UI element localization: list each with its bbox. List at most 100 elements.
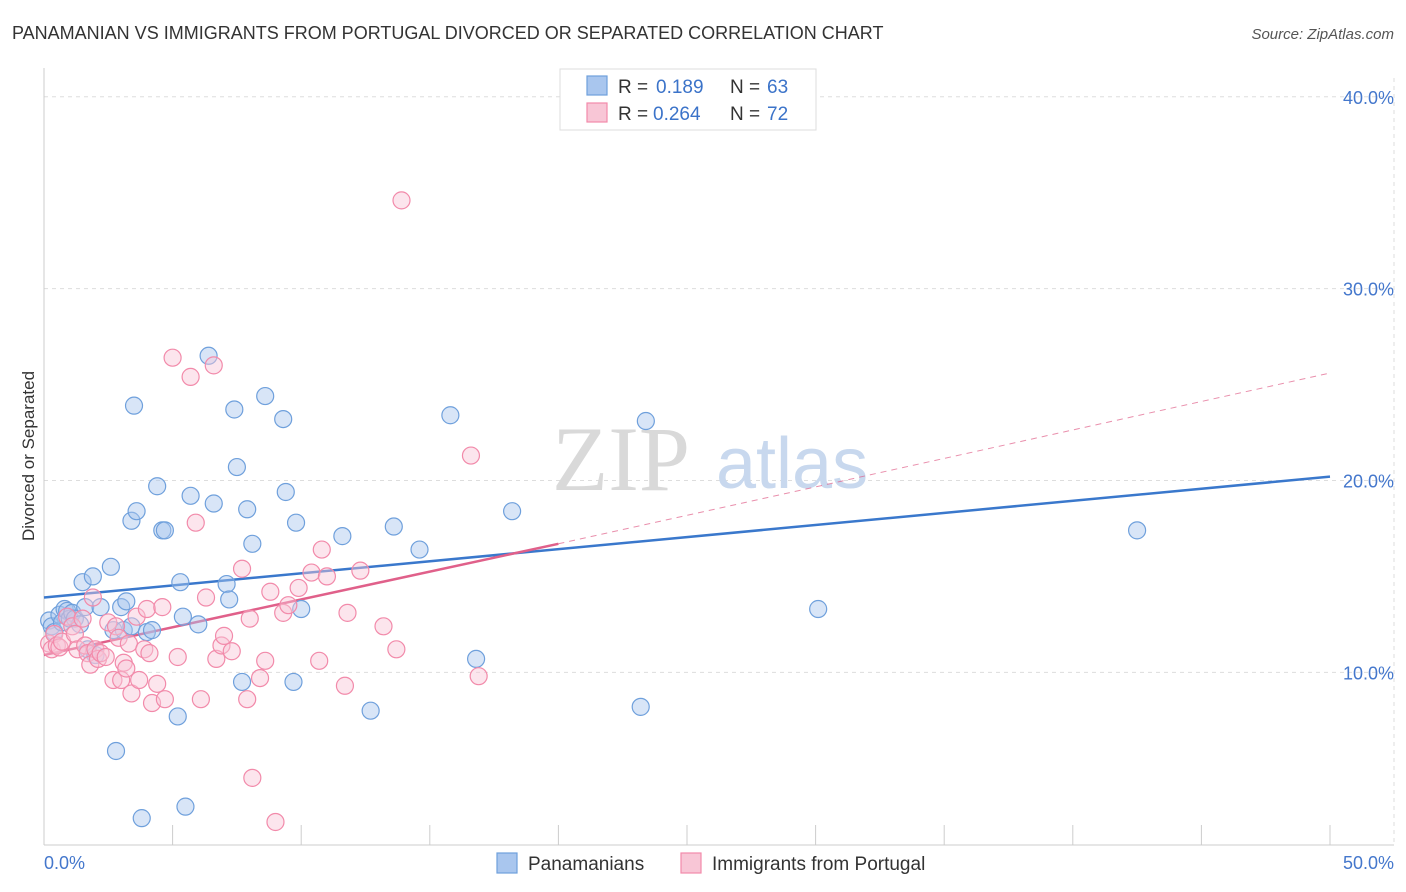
point-s1-54 [261, 582, 280, 601]
point-s1-8 [65, 624, 84, 644]
legend-r-label-1: R = [618, 77, 648, 98]
point-s0-35 [173, 607, 192, 626]
x-tick-label-max: 50.0% [1343, 853, 1394, 873]
point-s1-34 [148, 674, 167, 693]
point-s0-57 [410, 540, 429, 559]
point-s0-50 [276, 482, 295, 502]
point-s1-64 [338, 603, 357, 622]
point-s1-43 [204, 356, 223, 375]
point-s1-46 [214, 626, 234, 645]
point-s0-38 [189, 615, 208, 634]
point-s0-51 [284, 672, 303, 692]
trend-line-0 [43, 475, 1331, 599]
point-s1-6 [58, 607, 77, 626]
point-s0-63 [809, 599, 828, 619]
point-s0-44 [227, 457, 246, 477]
point-s0-25 [124, 396, 144, 415]
watermark: ZIP atlas [552, 408, 868, 510]
point-s1-39 [181, 367, 200, 386]
y-tick-label-3: 40.0% [1343, 88, 1394, 108]
legend-n-value-1: 63 [767, 77, 788, 98]
bottom-legend-swatch-panamanians [496, 852, 518, 874]
point-s1-36 [155, 690, 174, 709]
point-s0-36 [176, 797, 195, 816]
point-s1-49 [238, 690, 257, 709]
point-s0-22 [117, 592, 136, 611]
watermark-zip: ZIP [552, 408, 690, 510]
point-s1-38 [168, 647, 187, 667]
point-s0-59 [466, 649, 486, 669]
point-s1-57 [279, 596, 298, 615]
point-s0-55 [361, 701, 380, 720]
point-s0-54 [333, 527, 352, 546]
point-s0-60 [503, 502, 522, 521]
watermark-atlas: atlas [716, 424, 868, 504]
point-s0-20 [112, 598, 131, 617]
point-s1-22 [109, 628, 128, 647]
point-s0-47 [243, 534, 262, 553]
y-tick-label-1: 20.0% [1343, 471, 1394, 491]
point-s0-32 [155, 521, 174, 540]
point-s1-31 [137, 599, 156, 619]
point-s1-41 [191, 690, 210, 709]
point-s0-64 [1127, 521, 1147, 540]
point-s0-24 [122, 511, 141, 530]
y-tick-label-2: 30.0% [1343, 280, 1394, 300]
legend-r-value-2: 0.264 [653, 104, 701, 125]
point-s0-12 [76, 598, 95, 617]
point-s1-32 [140, 644, 159, 663]
point-s1-35 [153, 598, 172, 617]
chart-source: Source: ZipAtlas.com [1251, 26, 1394, 43]
point-s1-50 [240, 609, 259, 628]
point-s0-26 [127, 502, 146, 521]
legend-n-label-2: N = [730, 104, 760, 125]
point-s1-48 [232, 559, 252, 578]
point-s0-39 [199, 346, 218, 365]
legend-n-label-1: N = [730, 77, 760, 98]
point-s0-30 [148, 477, 167, 496]
point-s1-60 [310, 651, 329, 670]
point-s0-49 [274, 409, 293, 429]
point-s0-27 [132, 809, 151, 828]
point-s0-33 [168, 707, 187, 726]
point-s0-62 [636, 411, 655, 431]
point-s0-29 [142, 621, 162, 640]
point-s0-11 [73, 573, 92, 592]
point-s1-59 [302, 563, 321, 582]
point-s1-67 [387, 640, 406, 659]
point-s1-37 [163, 348, 182, 367]
point-s1-62 [317, 567, 337, 586]
point-s0-37 [181, 486, 200, 505]
point-s1-47 [222, 642, 241, 661]
point-s1-61 [312, 540, 331, 559]
point-s1-70 [469, 667, 488, 686]
y-tick-labels: 10.0% 20.0% 30.0% 40.0% [1343, 88, 1394, 684]
point-s1-69 [461, 446, 481, 465]
chart-title: PANAMANIAN VS IMMIGRANTS FROM PORTUGAL D… [12, 23, 883, 43]
y-tick-label-0: 10.0% [1343, 663, 1394, 683]
bottom-legend-label-portugal: Immigrants from Portugal [712, 854, 925, 875]
point-s1-18 [96, 647, 115, 667]
y-axis-label: Divorced or Separated [19, 371, 38, 541]
bottom-legend-swatch-portugal [680, 852, 702, 874]
point-s0-14 [83, 567, 102, 586]
point-s1-23 [112, 670, 131, 690]
axes [43, 68, 1394, 846]
point-s1-55 [266, 812, 285, 832]
point-s1-14 [83, 588, 102, 607]
point-s1-25 [117, 659, 136, 678]
point-s0-61 [631, 697, 650, 716]
point-s0-41 [217, 574, 236, 594]
point-s1-66 [374, 617, 393, 636]
point-s1-68 [392, 191, 411, 210]
point-s1-2 [45, 624, 64, 644]
legend-swatch-portugal [586, 102, 608, 123]
x-tick-label-min: 0.0% [44, 853, 85, 873]
legend-n-value-2: 72 [767, 104, 788, 125]
point-s1-26 [119, 634, 138, 653]
point-s1-42 [196, 588, 216, 607]
top-legend: R = 0.189 N = 63 R = 0.264 N = 72 [559, 68, 817, 131]
point-s0-43 [225, 400, 244, 419]
point-s0-48 [256, 386, 275, 406]
